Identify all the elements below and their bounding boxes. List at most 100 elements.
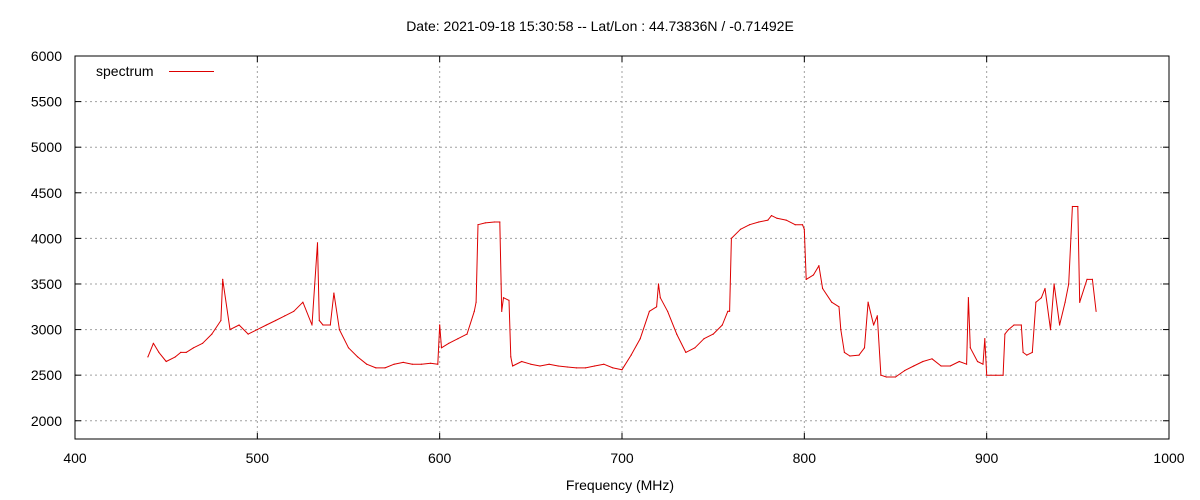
data-point [913,365,915,367]
data-point [402,361,404,363]
data-point [475,301,477,303]
data-point [885,376,888,378]
data-point [730,237,733,239]
data-point [729,310,731,312]
legend-swatch [168,70,214,72]
data-point [256,329,258,331]
data-point [229,329,231,331]
y-tick-label: 3500 [31,276,62,292]
data-point [863,347,866,349]
y-tick-label: 4500 [31,185,62,201]
data-point [211,333,213,335]
data-point [165,360,167,363]
data-point [749,224,751,226]
data-point [457,338,459,340]
data-point [876,315,878,317]
data-point [322,324,324,326]
data-point [437,363,439,365]
data-point [621,369,623,371]
legend-label: spectrum [96,63,154,79]
data-point [247,333,249,335]
data-point [192,347,195,349]
data-point [838,306,840,308]
data-point [302,301,304,303]
data-point [338,329,340,331]
data-point [484,222,486,224]
data-point [659,297,661,299]
data-point [727,310,729,312]
data-point [904,370,906,372]
data-point [584,367,587,369]
data-point [1071,205,1073,208]
data-point [329,324,331,326]
data-point [1068,283,1070,285]
data-point [739,228,742,230]
data-point [293,310,295,312]
data-point [508,299,510,301]
data-point [667,310,669,312]
x-tick-label: 400 [63,450,87,466]
data-point [840,329,842,331]
data-point [940,365,942,367]
data-point [685,351,687,353]
data-point [284,315,286,317]
data-point [594,365,596,367]
data-point [676,333,678,335]
data-point [1022,351,1024,353]
data-point [238,324,240,326]
data-point [639,338,641,340]
data-point [511,365,514,367]
data-point [721,324,723,326]
data-point [347,347,350,349]
data-point [502,297,505,299]
data-point [776,217,778,219]
y-tick-label: 5500 [31,94,62,110]
data-point [539,365,541,367]
y-tick-label: 2000 [31,413,62,429]
data-point [880,374,882,376]
data-point [785,219,787,221]
data-point [801,224,804,226]
data-point [966,363,968,365]
x-tick-label: 1000 [1153,450,1184,466]
data-point [1053,283,1055,285]
data-point [603,363,605,365]
data-point [922,360,924,363]
data-point [220,319,222,322]
data-point [982,363,984,365]
data-point [803,228,805,230]
data-point [931,358,933,360]
data-point [949,365,951,367]
data-point [1040,297,1042,299]
data-point [1020,324,1022,326]
data-point [656,306,658,308]
data-point [1013,324,1015,326]
data-point [466,333,468,335]
series-layer [147,205,1097,378]
data-point [222,278,224,280]
grid-lines [75,56,1169,439]
data-point [976,360,979,363]
data-point [770,215,773,217]
data-point [316,242,319,244]
data-point [501,310,503,312]
data-point [831,301,833,303]
data-point [548,363,550,365]
chart-title: Date: 2021-09-18 15:30:58 -- Lat/Lon : 4… [406,18,794,34]
data-point [858,354,860,356]
data-point [411,363,413,365]
data-point [158,351,160,353]
data-point [894,376,897,378]
data-point [986,374,988,376]
data-point [967,297,970,299]
data-point [1026,354,1028,356]
legend: spectrum [96,63,214,79]
data-point [1059,324,1061,326]
data-point [566,366,568,368]
data-point [958,360,960,363]
data-point [694,347,696,349]
x-tick-label: 500 [246,450,270,466]
data-point [805,278,807,280]
x-tick-label: 600 [428,450,452,466]
